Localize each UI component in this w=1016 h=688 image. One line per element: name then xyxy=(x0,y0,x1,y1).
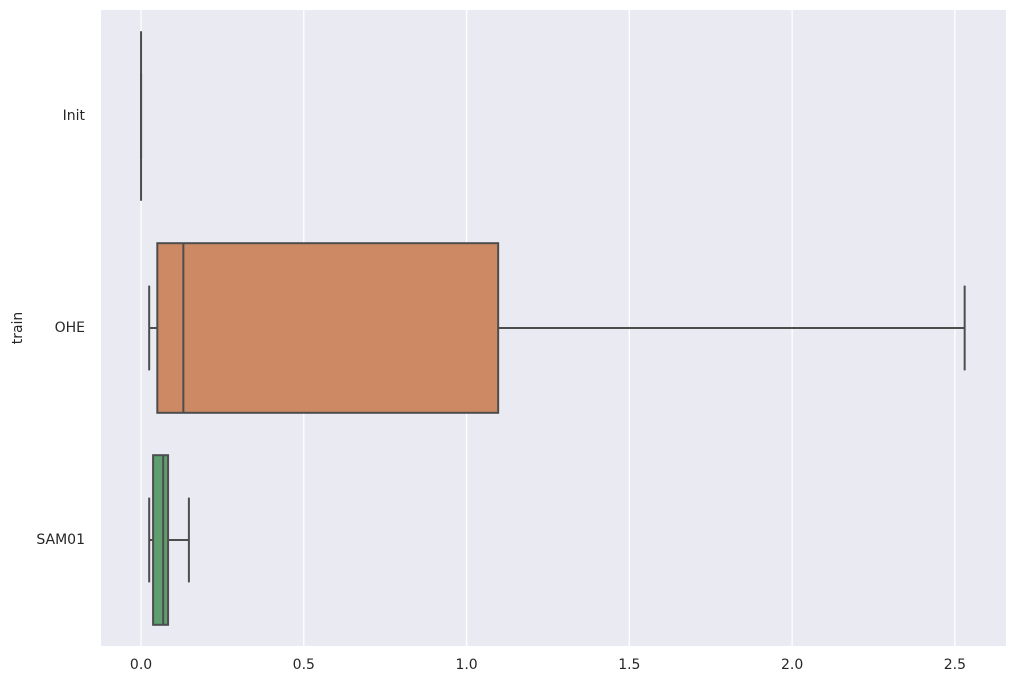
y-tick-label: SAM01 xyxy=(36,532,85,548)
box xyxy=(152,454,170,626)
x-tick-label: 1.0 xyxy=(455,657,477,673)
x-tick-label: 0.5 xyxy=(293,657,315,673)
x-tick-label: 1.5 xyxy=(618,657,640,673)
x-tick-label: 2.0 xyxy=(781,657,803,673)
y-axis-label: train xyxy=(10,312,26,345)
box xyxy=(156,242,500,414)
y-tick-label: OHE xyxy=(55,320,85,336)
x-tick-label: 2.5 xyxy=(944,657,966,673)
y-tick-label: Init xyxy=(63,108,86,124)
x-tick-label: 0.0 xyxy=(130,657,152,673)
